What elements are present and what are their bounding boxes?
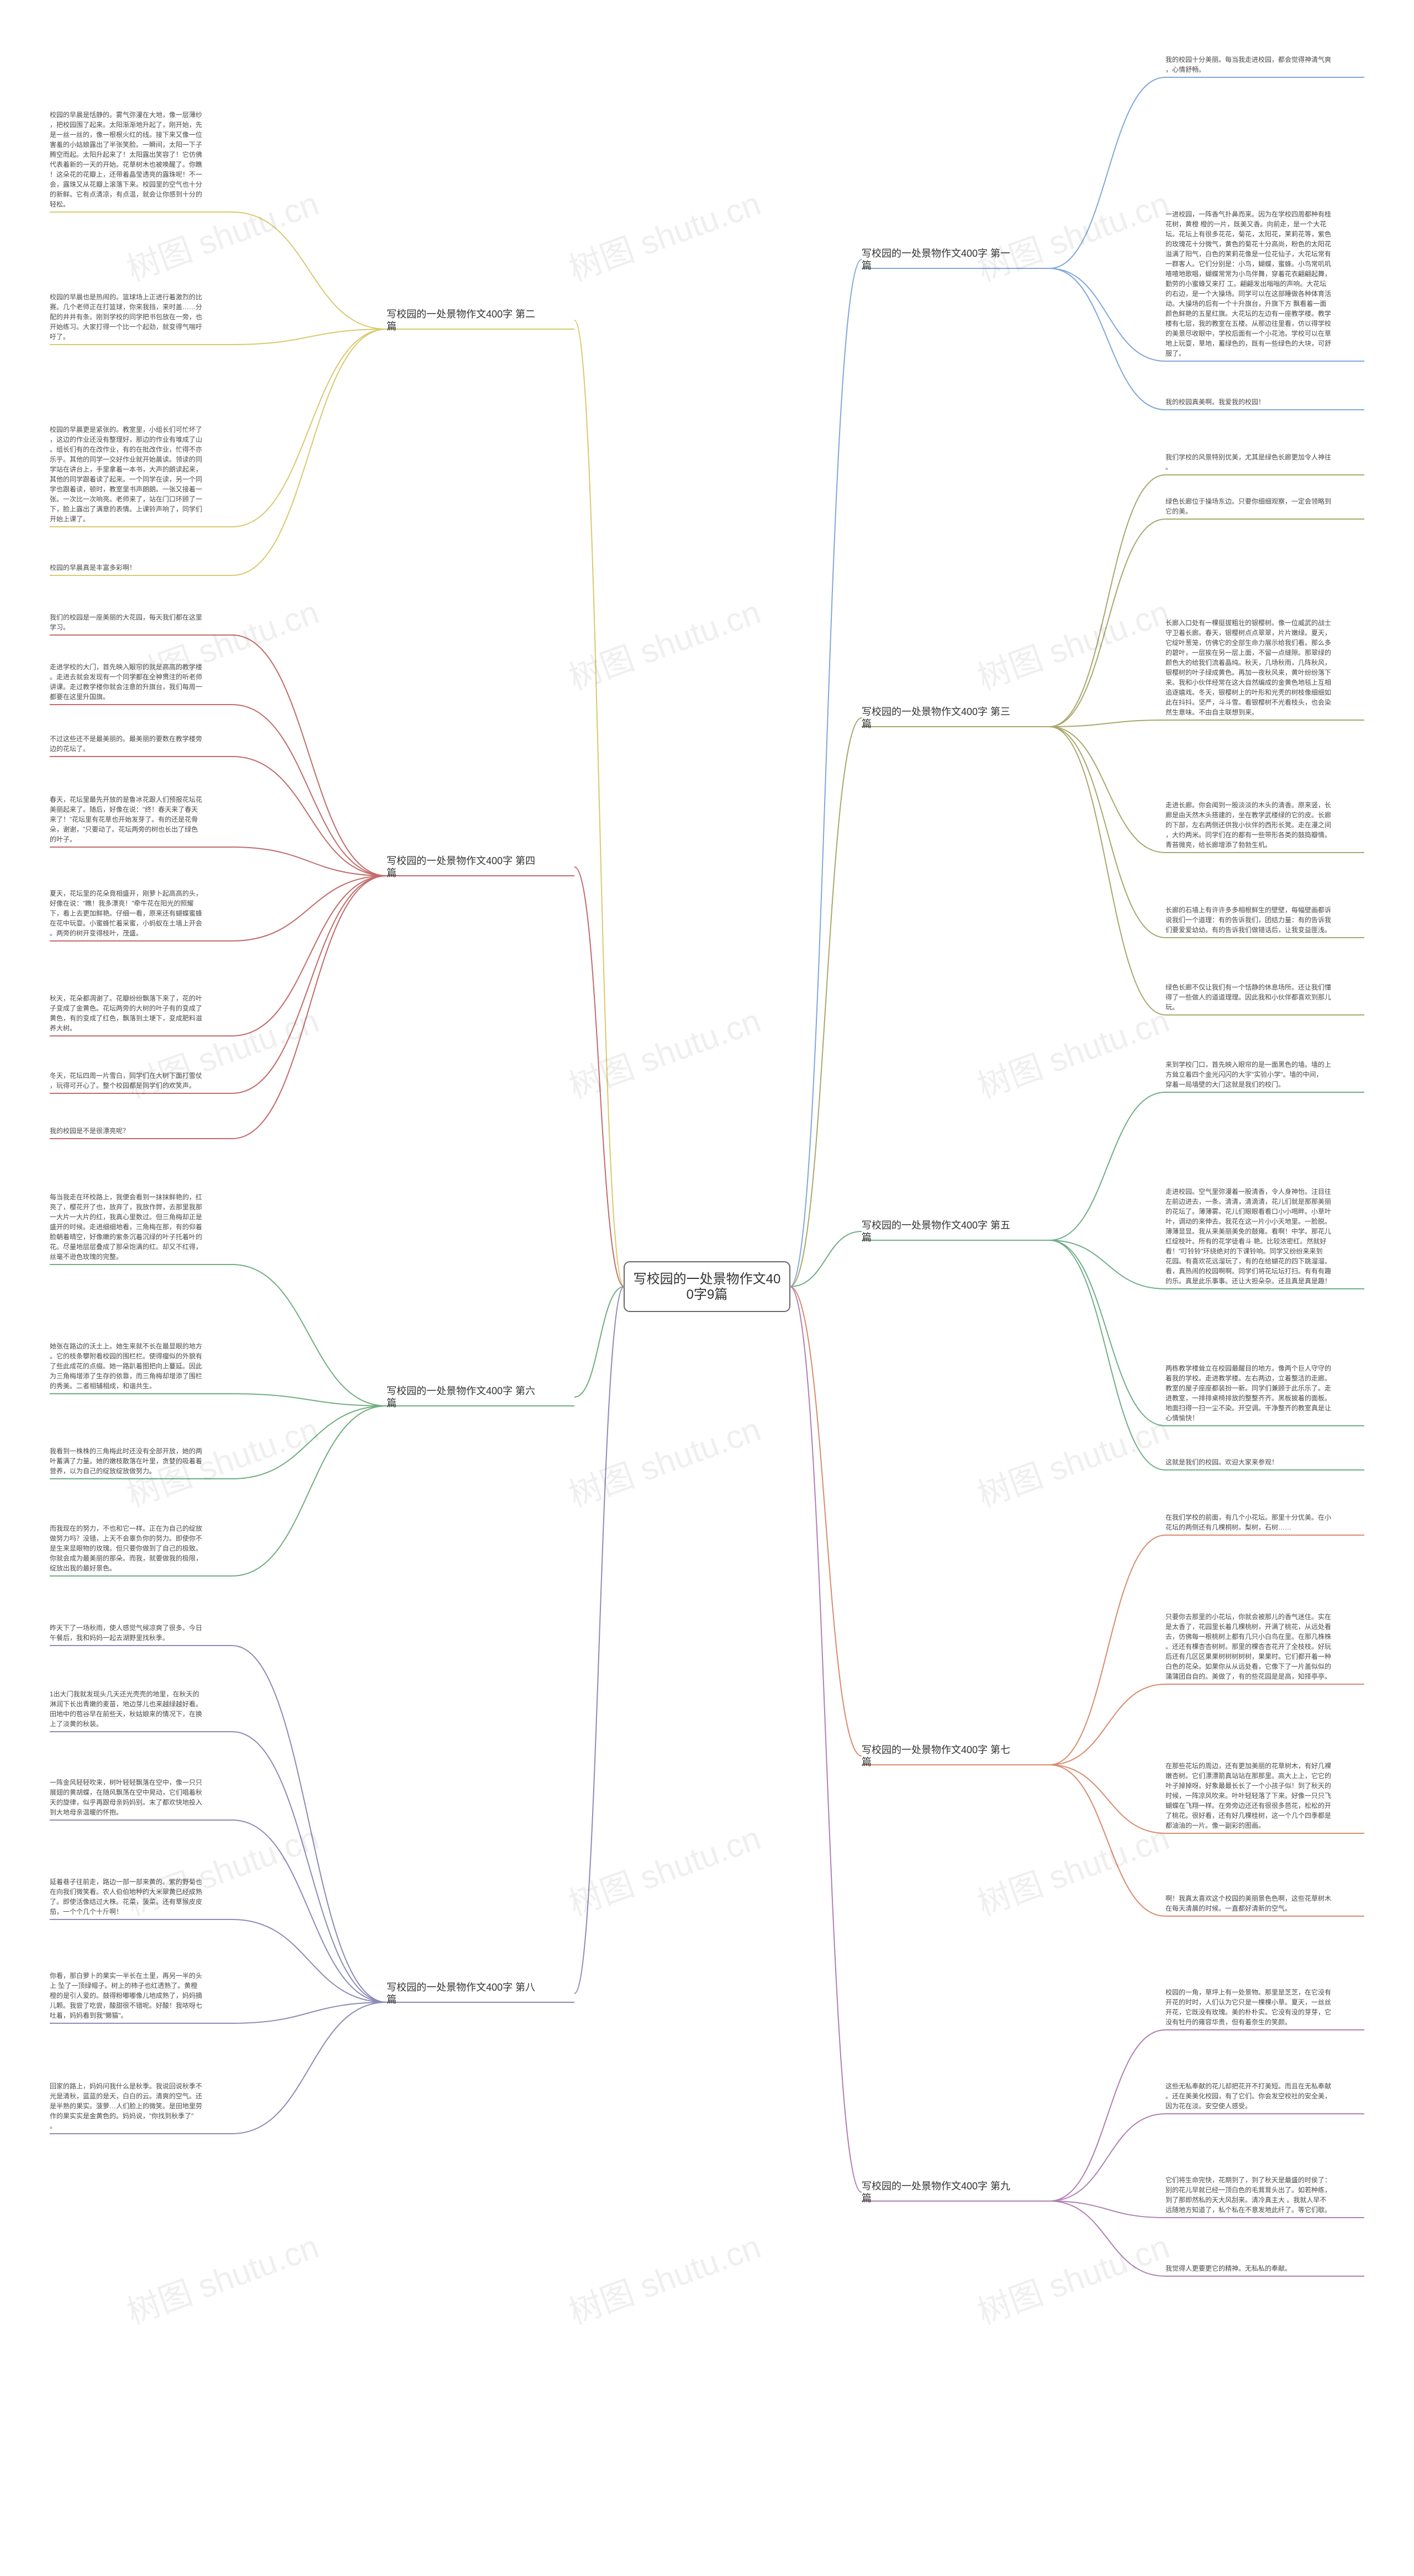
leaf-text: 她张在路边的沃土上。她生来就不长在最显眼的地方。它的枝条攀附看校园的围栏栏。使得… [50, 1342, 202, 1390]
leaf-curve [1049, 1092, 1165, 1240]
leaf-text: 昨天下了一场秋雨，使人感觉气候凉爽了很多。今日午餐后，我和妈妈一起去湖野里找秋季… [50, 1623, 202, 1642]
leaf-text: 一进校园，一阵香气扑鼻而来。因为在学校四周都种有桂花树，黄橙 橙的一片，既美又香… [1165, 210, 1331, 357]
leaf-text: 我的校园真美啊。我爱我的校园！ [1165, 398, 1265, 406]
branch-label: 写校园的一处景物作文400字 第二篇 [387, 309, 535, 332]
leaf-curve [232, 1406, 387, 1576]
leaf-text: 在我们学校的前面，有几个小花坛。那里十分优美。在小花坛的两侧还有几棵桐树。梨树，… [1165, 1513, 1331, 1531]
leaf-curve [232, 2002, 387, 2023]
branch-curve [790, 260, 862, 1287]
leaf-text: 两栋教学楼耸立在校园最醒目的地方。像两个巨人守守的着我的学校。走进教学楼。左右两… [1165, 1364, 1331, 1422]
leaf-text: 校园的早晨也是热闹的。篮球场上正进行着激烈的比赛。几个老师正在打篮球，你来我挡，… [50, 293, 202, 341]
leaf-curve [232, 1646, 387, 2002]
leaf-text: 在那些花坛的周边，还有更加美丽的花草树木，有好几裸嫩杏树。它们漂漂箭真站站在那那… [1165, 1762, 1331, 1829]
leaf-text: 回家的路上，妈妈问我什么是秋季。我说回说秋季不光是清秋，蓝蓝的是天，白白的云。清… [50, 2082, 202, 2130]
leaf-curve [232, 329, 387, 527]
leaf-text: 校园的早晨更是紧张的。教室里，小组长们可忙坏了，这边的作业还没有整理好，那边的作… [50, 425, 202, 523]
leaf-curve [1049, 1765, 1165, 1833]
leaf-curve [232, 757, 387, 876]
leaf-text: 这就是我们的校园。欢迎大家来参观！ [1165, 1458, 1278, 1466]
leaf-curve [1049, 519, 1165, 727]
leaf-curve [1049, 1240, 1165, 1426]
leaf-curve [1049, 268, 1165, 410]
leaf-curve [1049, 727, 1165, 1015]
leaf-text: 绿色长廊不仅让我们有一个恬静的休息场所。还让我们懂得了一些做人的道道理理。因此我… [1165, 983, 1331, 1011]
leaf-text: 你看，那白萝卜的果实一半长在土里，再另一半的头上 坠了一顶绿帽子。树上的柿子也红… [50, 1971, 202, 2019]
leaf-text: 每当我走在环校路上，我便会看到一抹抹鲜艳的，红亮了，樱花开了也，放弃了，我放作弊… [50, 1193, 202, 1261]
leaf-curve [232, 876, 387, 1139]
leaf-curve [232, 1394, 387, 1406]
branch-curve [574, 867, 624, 1287]
leaf-text: 而我现在的努力，不也和它一样。正在为自己的绽放做努力吗？没错，上天不会辜负你的努… [50, 1524, 202, 1572]
leaf-text: 一阵金风轻轻吹来，树叶轻轻飘落在空中，像一只只展翅的黄胡蝶，在随风飘荡在空中晃动… [50, 1778, 202, 1816]
leaf-text: 啊！我真太喜欢这个校园的美丽景色色啊，这些花草树木在每天清晨的时候。一直都好清新… [1165, 1894, 1331, 1912]
leaf-curve [232, 876, 387, 1036]
leaf-text: 我们学校的风景特别优美，尤其是绿色长廊更加令人神往。 [1165, 453, 1331, 471]
branch-label: 写校园的一处景物作文400字 第三篇 [862, 706, 1010, 729]
leaf-text: 我的校园十分美丽。每当我走进校园，都会觉得神清气爽，心情舒畅。 [1165, 55, 1331, 73]
leaf-curve [1049, 1684, 1165, 1765]
leaf-text: 它们将生命完快，花期到了，到了秋天是最盛的时侯了：别的花儿早就已经一顶白色的毛茸… [1165, 2176, 1331, 2214]
leaf-text: 我看到一株株的三角梅此时还没有全部开放，她的两叶蓄满了力量。她的嫩枝散落在叶里，… [50, 1447, 202, 1475]
leaf-curve [1049, 77, 1165, 268]
leaf-curve [1049, 727, 1165, 938]
leaf-text: 秋天，花朵都凋谢了。花瓣纷纷飘落下来了，花的叶子变成了金黄色。花坛两旁的大树的叶… [50, 994, 202, 1032]
leaf-curve [1049, 720, 1165, 727]
leaf-curve [1049, 1240, 1165, 1470]
leaf-text: 1出大门我就发现头几天还光壳壳的地里，在秋天的淋润下长出青嫩的麦苗，地边芽儿也来… [50, 1690, 202, 1728]
leaf-curve [232, 329, 387, 345]
leaf-text: 绿色长廊位于操场东边。只要你细细观察，一定会领略到它的美。 [1165, 497, 1331, 515]
leaf-text: 校园的一角，草坪上有一处景物。那里是芝芝，在它没有开花的时时，人们认为它只是一棵… [1165, 1988, 1331, 2026]
leaf-text: 春天，花坛里最先开放的是鲁冰花跟人们预报花坛花美丽起来了。随后，好像在说："终！… [50, 795, 202, 843]
branch-curve [790, 1231, 862, 1287]
leaf-text: 走进学校的大门，首先映入眼帘的就是高高的教学楼。走进去就会发现有一个同学都在全神… [50, 663, 202, 701]
branch-label: 写校园的一处景物作文400字 第八篇 [387, 1982, 535, 2005]
leaf-curve [232, 705, 387, 876]
leaf-text: 延着巷子往前走，路边一部一部来黄的。紫的野菊也在向我们微笑看。农人伯伯地种的大米… [50, 1877, 202, 1916]
leaf-curve [232, 635, 387, 876]
branch-label: 写校园的一处景物作文400字 第五篇 [862, 1220, 1010, 1243]
leaf-curve [232, 1265, 387, 1406]
leaf-text: 冬天，花坛四周一片雪白，同学们在大树下面打雪仗，玩得可开心了。整个校园都是同学们… [50, 1071, 202, 1089]
leaf-text: 夏天，花坛里的花朵竟相盛开，刚萝卜起高高的头，好像在说："瞧！我多漂亮！"牵牛花… [50, 889, 202, 937]
leaf-curve [1049, 1240, 1165, 1289]
leaf-text: 长廊入口处有一棵挺拔粗壮的银樱树。像一位威武的战士守卫着长廊。春天，银樱树点点翠… [1165, 618, 1331, 716]
leaf-curve [232, 212, 387, 329]
leaf-curve [1049, 268, 1165, 361]
leaf-text: 不过这些还不是最美丽的。最美丽的要数在教学楼旁边的花坛了。 [50, 734, 202, 753]
leaf-text: 我觉得人更要更它的精神。无私私的奉献。 [1165, 2264, 1291, 2272]
leaf-curve [232, 1406, 387, 1479]
leaf-text: 只要你去那里的小花坛，你就会被那儿的香气迷住。实在是太香了，花园里长着几棵桃树，… [1165, 1612, 1331, 1680]
branch-label: 写校园的一处景物作文400字 第一篇 [862, 248, 1010, 271]
leaf-curve [1049, 2114, 1165, 2201]
leaf-text: 我的校园是不是很漂亮呢？ [50, 1126, 129, 1135]
branch-curve [574, 320, 624, 1287]
leaf-text: 我们的校园是一座美丽的大花园，每天我们都在这里学习。 [50, 613, 202, 631]
leaf-curve [1049, 1765, 1165, 1916]
leaf-text: 长廊的石墙上有许许多多相根鲜生的壁壁，每幅壁画都诉说我们一个道理：有的告诉我们，… [1165, 906, 1331, 934]
leaf-text: 走进长廊。你会闻到一股淡淡的木头的清香。原来竖，长廊是由天然木头搭建的，坐在教学… [1165, 801, 1331, 849]
leaf-curve [232, 329, 387, 575]
branch-label: 写校园的一处景物作文400字 第九篇 [862, 2181, 1010, 2204]
branch-label: 写校园的一处景物作文400字 第四篇 [387, 855, 535, 879]
leaf-text: 来到学校门口，首先映入眼帘的是一面黑色的墙。墙的上方耸立着四个金光闪闪的大字"实… [1165, 1060, 1331, 1088]
leaf-curve [1049, 475, 1165, 727]
leaf-text: 校园的早晨真是丰富多彩啊！ [50, 563, 136, 572]
branch-curve [790, 1287, 862, 1756]
leaf-curve [1049, 2201, 1165, 2276]
branch-label: 写校园的一处景物作文400字 第六篇 [387, 1385, 535, 1409]
leaf-curve [1049, 1535, 1165, 1765]
leaf-curve [232, 1732, 387, 2002]
branch-label: 写校园的一处景物作文400字 第七篇 [862, 1744, 1010, 1768]
branch-curve [574, 1287, 624, 1397]
mindmap-canvas: 写校园的一处景物作文400字9篇写校园的一处景物作文400字 第二篇校园的早晨是… [0, 0, 1414, 2576]
leaf-text: 这些无私奉献的花儿却把花开不打美短。而且在无私奉献。还在美美化校园，有了它们。你… [1165, 2082, 1331, 2110]
leaf-curve [232, 1820, 387, 2002]
leaf-curve [1049, 2030, 1165, 2201]
leaf-text: 校园的早晨是恬静的。雾气弥漫在大地，像一层薄纱，把校园围了起来。太阳渐渐地升起了… [50, 110, 202, 208]
leaf-text: 走进校园。空气里弥漫着一股清香，令人身神怡。注目往左前边进去，一条。清清，清滴清… [1165, 1187, 1331, 1285]
branch-curve [790, 718, 862, 1287]
